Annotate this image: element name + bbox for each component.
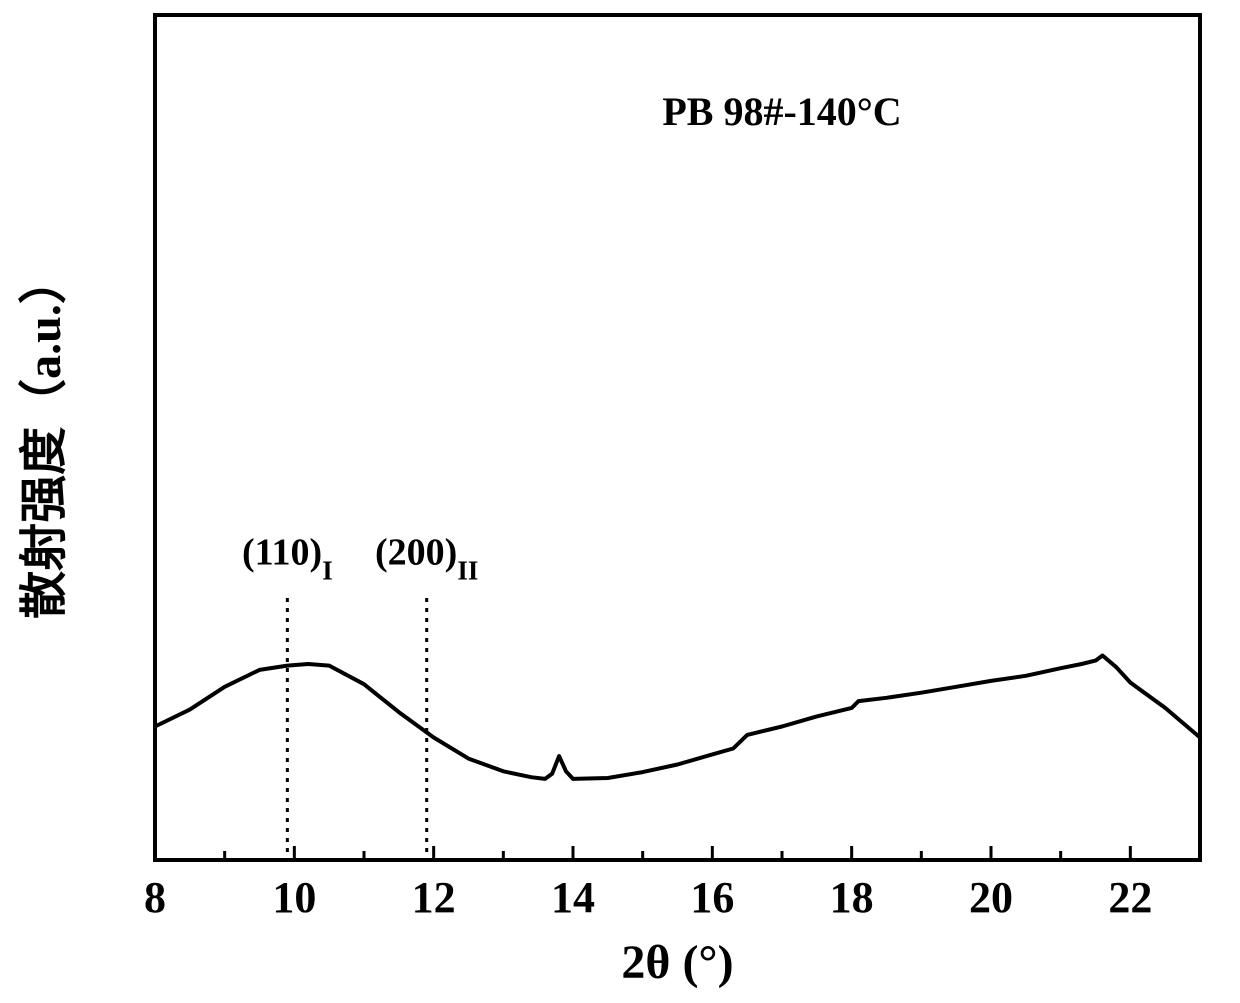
x-tick-label: 20 <box>969 873 1013 922</box>
xrd-chart: 8101214161820222θ (°)散射强度（a.u.）(110)I(20… <box>0 0 1240 1003</box>
x-tick-label: 22 <box>1108 873 1152 922</box>
x-tick-label: 10 <box>272 873 316 922</box>
chart-title: PB 98#-140°C <box>662 89 901 134</box>
chart-background <box>0 0 1240 1003</box>
y-axis-title: 散射强度（a.u.） <box>18 256 71 619</box>
x-tick-label: 14 <box>551 873 595 922</box>
x-tick-label: 16 <box>690 873 734 922</box>
x-tick-label: 12 <box>412 873 456 922</box>
x-tick-label: 18 <box>830 873 874 922</box>
x-axis-title: 2θ (°) <box>621 936 733 989</box>
x-tick-label: 8 <box>144 873 166 922</box>
